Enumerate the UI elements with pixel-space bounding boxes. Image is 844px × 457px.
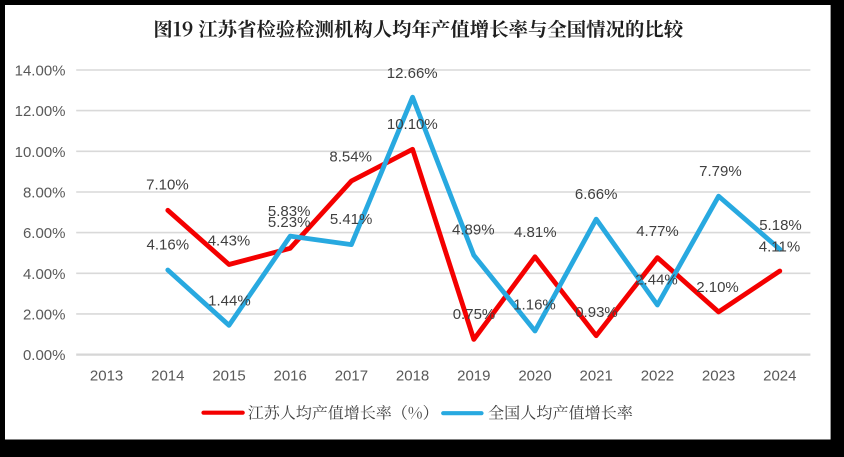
svg-text:8.00%: 8.00% [23, 185, 66, 202]
svg-text:7.79%: 7.79% [699, 163, 742, 180]
svg-text:14.00%: 14.00% [15, 63, 66, 80]
svg-text:6.66%: 6.66% [575, 186, 618, 203]
svg-text:2014: 2014 [151, 367, 184, 384]
svg-text:2017: 2017 [335, 367, 368, 384]
svg-text:4.11%: 4.11% [759, 239, 800, 256]
svg-text:10.10%: 10.10% [387, 116, 438, 133]
svg-text:12.00%: 12.00% [15, 103, 66, 120]
svg-text:5.23%: 5.23% [268, 214, 311, 231]
svg-text:4.16%: 4.16% [147, 237, 190, 254]
svg-text:2.00%: 2.00% [23, 306, 66, 323]
svg-text:5.18%: 5.18% [759, 217, 802, 234]
svg-text:2.10%: 2.10% [696, 279, 739, 296]
svg-text:2021: 2021 [580, 367, 613, 384]
svg-text:4.43%: 4.43% [208, 233, 251, 250]
svg-text:0.00%: 0.00% [23, 347, 66, 364]
svg-text:1.44%: 1.44% [208, 293, 251, 310]
svg-text:2024: 2024 [763, 367, 796, 384]
svg-text:8.54%: 8.54% [329, 148, 372, 165]
svg-text:2.44%: 2.44% [635, 272, 678, 289]
svg-text:7.10%: 7.10% [146, 177, 189, 194]
svg-text:10.00%: 10.00% [15, 144, 66, 161]
svg-text:2022: 2022 [641, 367, 674, 384]
svg-text:2013: 2013 [90, 367, 123, 384]
svg-text:2018: 2018 [396, 367, 429, 384]
svg-text:1.16%: 1.16% [513, 297, 556, 314]
svg-text:0.93%: 0.93% [575, 304, 618, 321]
svg-text:5.41%: 5.41% [330, 211, 373, 228]
svg-text:0.75%: 0.75% [453, 306, 496, 323]
svg-text:4.77%: 4.77% [636, 223, 679, 240]
svg-text:2023: 2023 [702, 367, 735, 384]
svg-text:4.81%: 4.81% [514, 224, 557, 241]
svg-text:5.83%: 5.83% [268, 203, 311, 220]
svg-text:2015: 2015 [212, 367, 245, 384]
svg-text:4.89%: 4.89% [452, 222, 495, 239]
svg-text:4.00%: 4.00% [23, 266, 66, 283]
svg-text:2019: 2019 [457, 367, 490, 384]
svg-text:2020: 2020 [518, 367, 551, 384]
svg-text:6.00%: 6.00% [23, 225, 66, 242]
svg-text:2016: 2016 [274, 367, 307, 384]
svg-text:12.66%: 12.66% [387, 65, 438, 82]
